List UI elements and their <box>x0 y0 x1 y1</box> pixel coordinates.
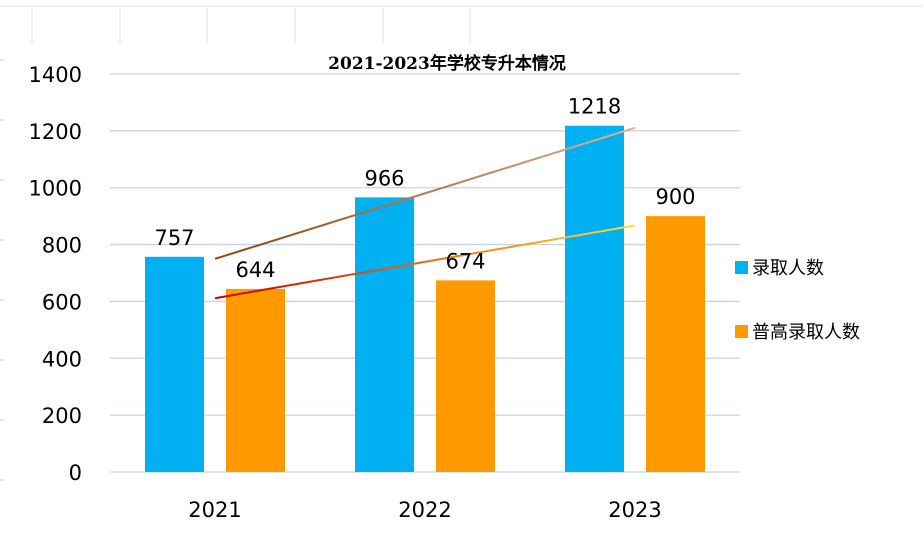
data-label: 757 <box>154 226 194 250</box>
legend-label: 录取人数 <box>752 258 824 279</box>
y-tick-label: 1400 <box>29 63 82 87</box>
legend-swatch <box>735 325 748 338</box>
trendline-普高录取人数 <box>214 224 636 300</box>
data-label: 1218 <box>568 95 621 119</box>
bar-普高录取人数-2021 <box>226 288 285 472</box>
y-tick-label: 0 <box>69 461 82 485</box>
gridlines <box>110 73 740 473</box>
trendline-录取人数 <box>214 126 636 260</box>
bar-录取人数-2023 <box>565 125 624 473</box>
data-label: 644 <box>235 258 275 282</box>
y-tick-label: 800 <box>42 234 82 258</box>
trendlines <box>214 126 636 300</box>
y-tick-label: 1000 <box>29 177 82 201</box>
data-label: 674 <box>445 249 485 273</box>
x-tick-label: 2022 <box>398 498 451 522</box>
bar-录取人数-2021 <box>145 256 204 472</box>
bars <box>145 125 705 473</box>
y-tick-label: 400 <box>42 347 82 371</box>
x-tick-label: 2023 <box>608 498 661 522</box>
legend-label: 普高录取人数 <box>752 322 860 343</box>
spreadsheet-background-grid <box>0 5 923 481</box>
legend-swatch <box>735 261 748 274</box>
data-label: 966 <box>364 166 404 190</box>
y-tick-label: 200 <box>42 404 82 428</box>
bar-普高录取人数-2022 <box>436 280 495 472</box>
bar-普高录取人数-2023 <box>646 216 705 472</box>
labels: 0 200 400 600 800 1000 1200 1400 757 966 1218 644 67… <box>29 63 696 522</box>
x-tick-label: 2021 <box>188 498 241 522</box>
bar-录取人数-2022 <box>355 197 414 472</box>
chart-title: 2021-2023年学校专升本情况 <box>328 53 566 74</box>
y-tick-label: 600 <box>42 290 82 314</box>
y-tick-label: 1200 <box>29 120 82 144</box>
data-label: 900 <box>655 185 695 209</box>
